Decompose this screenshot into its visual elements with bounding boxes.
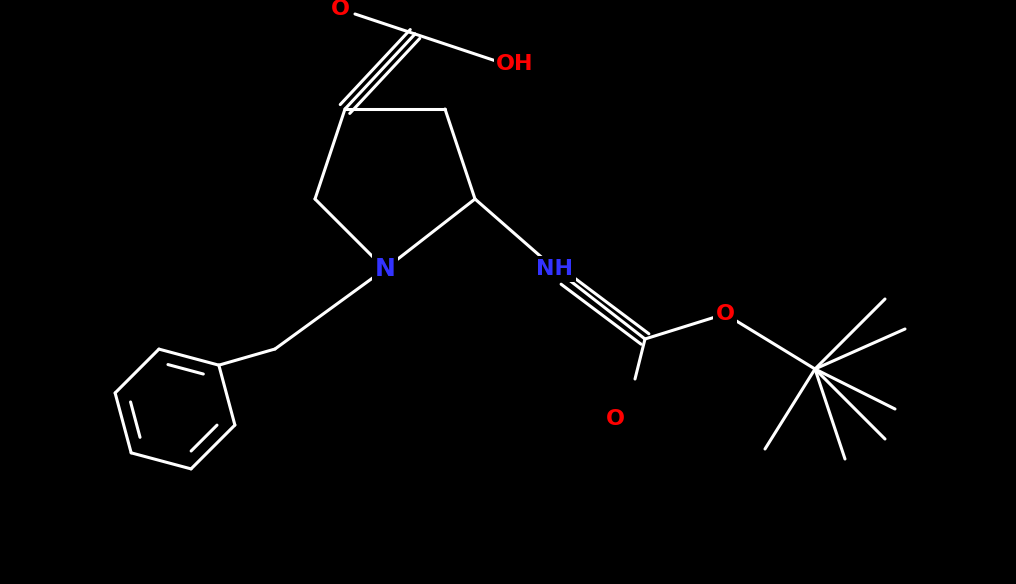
Text: O: O	[606, 409, 625, 429]
Text: NH: NH	[536, 259, 573, 279]
Text: OH: OH	[496, 54, 533, 74]
Text: O: O	[330, 0, 350, 19]
Text: N: N	[375, 257, 395, 281]
Text: O: O	[715, 304, 735, 324]
